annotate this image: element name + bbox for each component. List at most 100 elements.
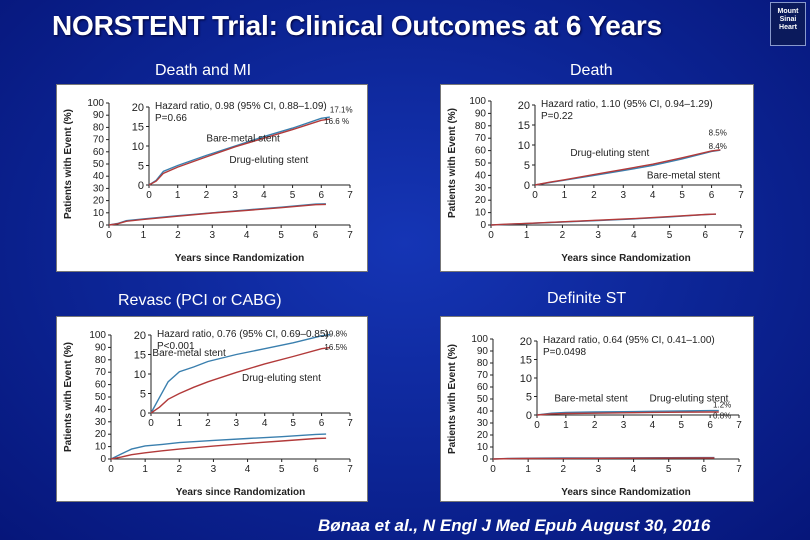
- x-tick-label: 2: [175, 230, 181, 241]
- chart-panel-death: 0 10 20 30 40 50 60 70 80 90 100 0 1 2 3 4 5 6 7 Years sinc…: [440, 84, 754, 272]
- y-tick-label: 40: [477, 406, 489, 417]
- y-tick-label: 0: [480, 220, 486, 231]
- inset-y-tick-label: 0: [140, 408, 146, 420]
- series-line-inset-bms: [536, 409, 719, 416]
- y-tick-label: 50: [475, 158, 487, 169]
- x-tick-label: 6: [313, 230, 319, 241]
- series-line-inset-des: [150, 346, 331, 414]
- y-tick-label: 40: [475, 170, 487, 181]
- inset-x-tick-label: 1: [563, 420, 569, 431]
- inset-y-tick-label: 10: [518, 140, 530, 152]
- x-tick-label: 6: [701, 464, 707, 475]
- inset-x-tick-label: 7: [347, 190, 353, 201]
- inset-x-tick-label: 6: [707, 420, 713, 431]
- x-tick-label: 0: [108, 464, 114, 475]
- y-tick-label: 60: [95, 380, 107, 391]
- end-value-label: 1.2%: [713, 401, 731, 410]
- y-tick-label: 10: [477, 442, 489, 453]
- inset-y-tick-label: 20: [132, 102, 144, 114]
- inset-y-tick-label: 0: [524, 180, 530, 192]
- end-value-label: 8.4%: [709, 142, 727, 151]
- x-tick-label: 1: [142, 464, 148, 475]
- y-axis-label: Patients with Event (%): [447, 344, 458, 454]
- y-axis-label: Patients with Event (%): [63, 109, 74, 219]
- y-tick-label: 90: [95, 342, 107, 353]
- y-tick-label: 30: [95, 417, 107, 428]
- y-tick-label: 100: [87, 98, 104, 109]
- p-value-text: P=0.22: [541, 111, 573, 122]
- des-series-label: Drug-eluting stent: [650, 394, 729, 405]
- x-tick-label: 4: [245, 464, 251, 475]
- x-tick-label: 1: [525, 464, 531, 475]
- y-tick-label: 20: [475, 195, 487, 206]
- inset-y-tick-label: 10: [134, 369, 146, 381]
- inset-x-tick-label: 1: [562, 190, 568, 201]
- inset-x-tick-label: 2: [204, 190, 210, 201]
- inset-y-tick-label: 15: [134, 350, 146, 362]
- x-tick-label: 3: [211, 464, 217, 475]
- chart-panel-death-mi: 0 10 20 30 40 50 60 70 80 90 100 0 1 2 3 4 5 6 7 Years sinc…: [56, 84, 368, 272]
- inset-y-tick-label: 10: [132, 141, 144, 153]
- hazard-ratio-text: Hazard ratio, 1.10 (95% CI, 0.94–1.29): [541, 99, 713, 110]
- inset-x-tick-label: 1: [177, 418, 183, 429]
- x-tick-label: 5: [666, 464, 672, 475]
- inset-y-tick-label: 20: [520, 336, 532, 348]
- y-axis-label: Patients with Event (%): [447, 108, 458, 218]
- y-tick-label: 70: [477, 370, 489, 381]
- inset-y-tick-label: 5: [524, 160, 530, 172]
- inset-x-tick-label: 7: [347, 418, 353, 429]
- y-tick-label: 90: [93, 110, 105, 121]
- chart-panel-definite-st: 0 10 20 30 40 50 60 70 80 90 100 0 1 2 3 4 5 6 7 Years sinc…: [440, 316, 754, 502]
- des-series-label: Drug-eluting stent: [242, 373, 321, 384]
- y-tick-label: 30: [477, 418, 489, 429]
- inset-x-tick-label: 0: [532, 190, 538, 201]
- x-tick-label: 0: [490, 464, 496, 475]
- y-tick-label: 100: [469, 96, 486, 107]
- y-tick-label: 60: [477, 382, 489, 393]
- slide-title: NORSTENT Trial: Clinical Outcomes at 6 Y…: [52, 10, 663, 41]
- bms-series-label: Bare-metal stent: [206, 133, 280, 144]
- y-tick-label: 40: [93, 171, 105, 182]
- y-tick-label: 90: [475, 108, 487, 119]
- inset-y-tick-label: 5: [526, 392, 532, 404]
- inset-x-tick-label: 0: [148, 418, 154, 429]
- inset-x-tick-label: 4: [262, 418, 268, 429]
- end-value-label: 17.1%: [330, 105, 353, 114]
- y-tick-label: 30: [475, 183, 487, 194]
- end-value-label: 16.6 %: [324, 117, 349, 126]
- series-line-inset-bms: [148, 116, 330, 186]
- y-tick-label: 50: [93, 159, 105, 170]
- x-tick-label: 7: [738, 230, 744, 241]
- inset-x-tick-label: 2: [205, 418, 211, 429]
- bms-series-label: Bare-metal stent: [647, 171, 721, 182]
- x-tick-label: 3: [210, 230, 216, 241]
- x-tick-label: 7: [347, 464, 353, 475]
- x-tick-label: 1: [141, 230, 147, 241]
- panel-title-definite-st: Definite ST: [547, 290, 627, 307]
- x-tick-label: 0: [106, 230, 112, 241]
- x-tick-label: 3: [596, 464, 602, 475]
- inset-x-tick-label: 5: [679, 190, 685, 201]
- y-tick-label: 20: [93, 196, 105, 207]
- x-tick-label: 7: [736, 464, 742, 475]
- y-tick-label: 20: [95, 429, 107, 440]
- series-line-inset-des: [534, 149, 721, 186]
- inset-x-tick-label: 3: [621, 420, 627, 431]
- inset-x-tick-label: 6: [319, 418, 325, 429]
- end-value-label: 8.5%: [709, 128, 727, 137]
- y-tick-label: 50: [95, 392, 107, 403]
- x-tick-label: 4: [631, 464, 637, 475]
- inset-x-tick-label: 0: [146, 190, 152, 201]
- inset-y-tick-label: 0: [526, 410, 532, 422]
- series-line-inset-bms: [150, 333, 331, 414]
- inset-x-tick-label: 7: [736, 420, 742, 431]
- y-tick-label: 80: [93, 122, 105, 133]
- series-line-main-des: [492, 457, 715, 460]
- inset-x-tick-label: 2: [591, 190, 597, 201]
- inset-x-tick-label: 4: [650, 190, 656, 201]
- inset-x-tick-label: 7: [738, 190, 744, 201]
- y-tick-label: 60: [93, 147, 105, 158]
- p-value-text: P<0.001: [157, 341, 195, 352]
